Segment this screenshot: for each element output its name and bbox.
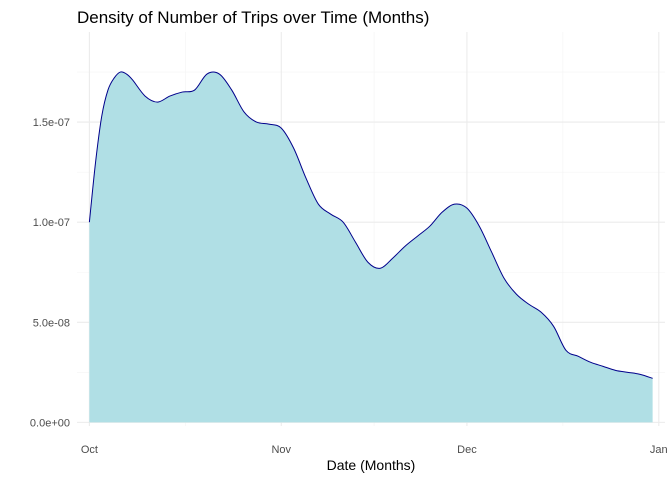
x-tick-label: Jan — [650, 444, 668, 456]
y-tick-label: 1.0e-07 — [33, 217, 70, 229]
y-tick-label: 5.0e-08 — [33, 317, 70, 329]
density-area — [89, 71, 653, 423]
y-tick-label: 0.0e+00 — [30, 417, 70, 429]
y-axis-tick-labels: 0.0e+00 5.0e-08 1.0e-07 1.5e-07 — [30, 117, 70, 429]
x-axis-title: Date (Months) — [327, 457, 416, 473]
y-tick-label: 1.5e-07 — [33, 117, 70, 129]
chart-title: Density of Number of Trips over Time (Mo… — [77, 8, 429, 27]
x-tick-label: Oct — [81, 444, 98, 456]
x-tick-label: Dec — [457, 444, 477, 456]
x-tick-label: Nov — [271, 444, 291, 456]
density-line — [88, 71, 653, 379]
x-axis-tick-labels: Oct Nov Dec Jan — [81, 444, 668, 456]
